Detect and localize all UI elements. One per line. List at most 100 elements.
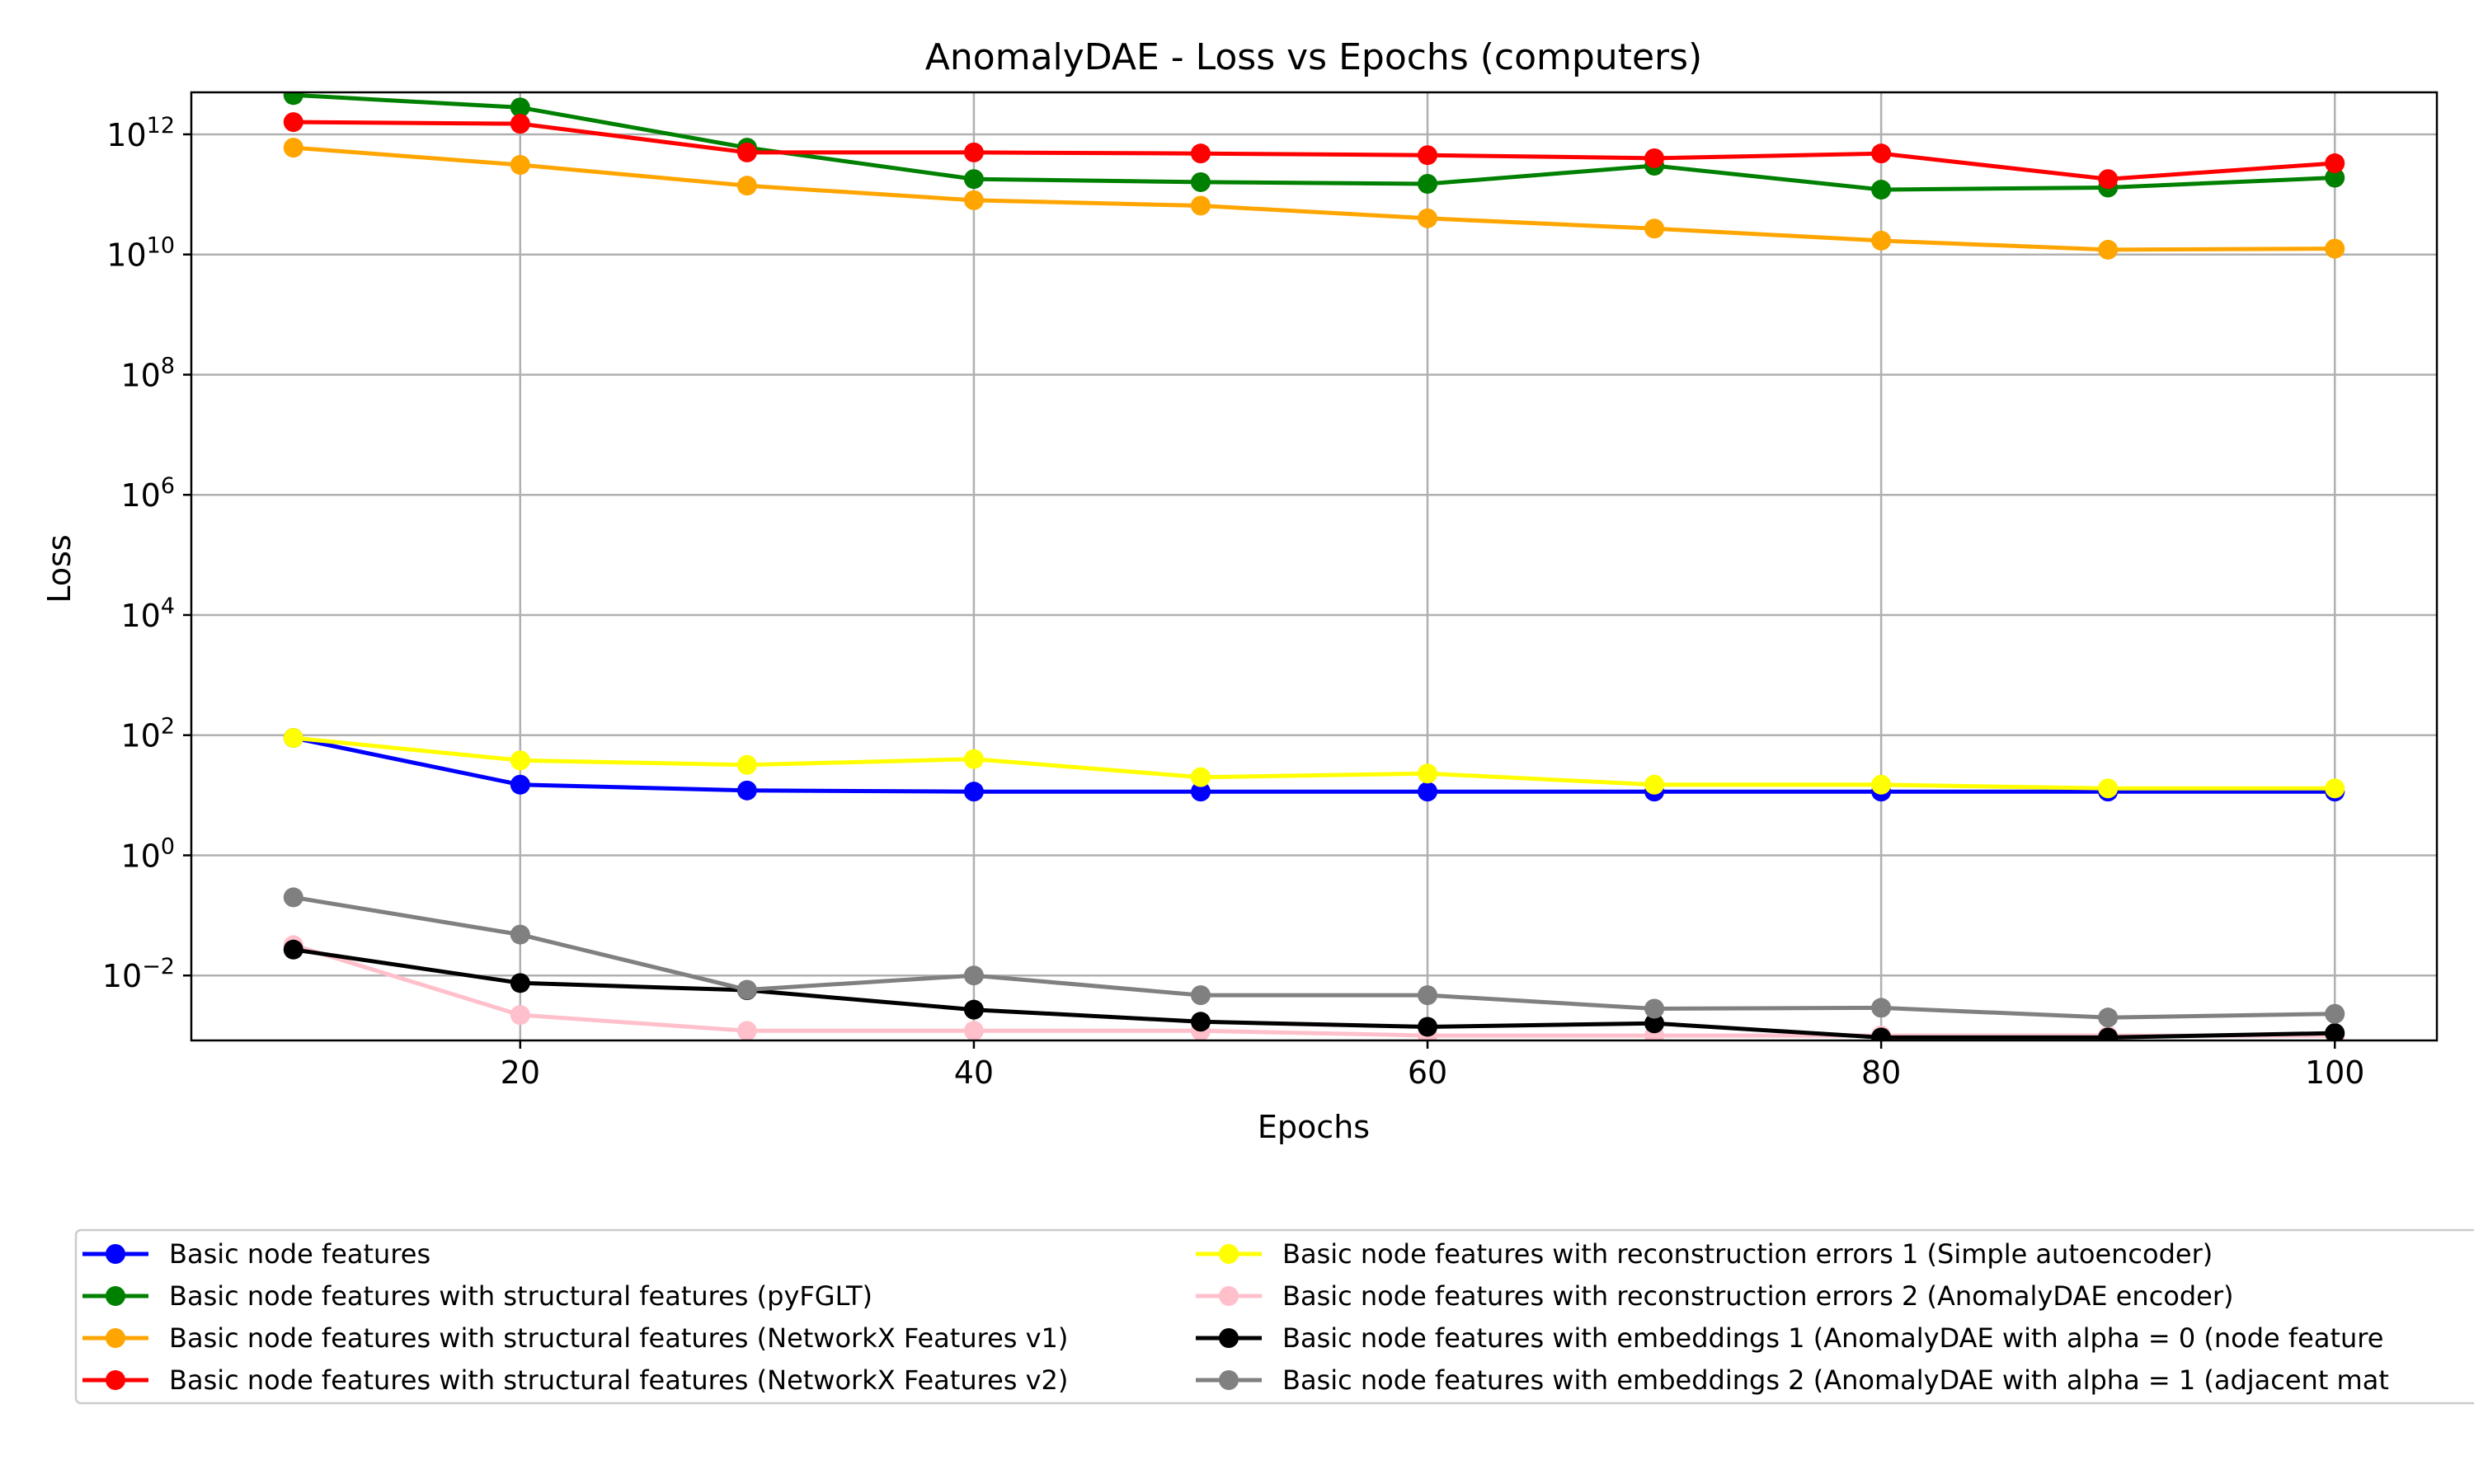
legend-label: Basic node features with structural feat… xyxy=(169,1364,1068,1396)
data-point xyxy=(2098,239,2119,260)
legend-marker xyxy=(1219,1370,1239,1390)
series-line xyxy=(293,895,2335,1020)
data-point xyxy=(963,749,984,769)
legend-item: Basic node features with embeddings 2 (A… xyxy=(1196,1364,2389,1396)
data-point xyxy=(510,114,530,134)
legend-item: Basic node features with structural feat… xyxy=(82,1364,1068,1396)
data-point xyxy=(1644,218,1665,239)
data-point xyxy=(1190,195,1211,216)
data-point xyxy=(510,973,530,993)
data-point xyxy=(2098,169,2119,190)
y-axis-label: Loss xyxy=(41,534,78,603)
legend-label: Basic node features with reconstruction … xyxy=(1282,1280,2234,1312)
y-tick-label: 10−2 xyxy=(102,954,175,994)
data-point xyxy=(2098,1007,2119,1028)
legend-box xyxy=(74,1228,2474,1405)
legend-item: Basic node features with reconstruction … xyxy=(1196,1238,2213,1270)
axes-layer: 20 40 60 80 100 10−2 100 102 104 106 108 1010 1012 xyxy=(102,113,2365,1091)
data-point xyxy=(2325,778,2345,799)
data-point xyxy=(510,774,530,795)
data-point xyxy=(1418,1017,1438,1037)
legend-label: Basic node features xyxy=(169,1238,430,1270)
y-tick-label: 100 xyxy=(120,834,175,874)
data-point xyxy=(510,1005,530,1026)
data-point xyxy=(1190,985,1211,1006)
data-point xyxy=(1644,774,1665,795)
data-point xyxy=(283,887,303,908)
series-4 xyxy=(283,112,2345,190)
data-point xyxy=(1871,1027,1892,1040)
data-point xyxy=(2098,1027,2119,1040)
data-point xyxy=(283,112,303,133)
data-point xyxy=(736,176,757,196)
data-point xyxy=(963,142,984,162)
data-point xyxy=(510,97,530,118)
y-tick-label: 106 xyxy=(120,473,175,514)
legend-item: Basic node features with embeddings 1 (A… xyxy=(1196,1322,2383,1354)
data-point xyxy=(510,155,530,176)
data-point xyxy=(2325,153,2345,174)
data-point xyxy=(1871,180,1892,200)
data-point xyxy=(1871,998,1892,1018)
legend-item: Basic node features with structural feat… xyxy=(82,1280,872,1312)
chart-title: AnomalyDAE - Loss vs Epochs (computers) xyxy=(925,36,1702,78)
series-7 xyxy=(283,939,2345,1040)
legend-label: Basic node features with structural feat… xyxy=(169,1280,872,1312)
legend-marker xyxy=(106,1328,125,1348)
grid-layer xyxy=(191,92,2437,1040)
series-line xyxy=(293,735,2335,794)
x-tick-label: 20 xyxy=(501,1054,540,1091)
y-tick-label: 108 xyxy=(120,353,175,393)
legend-item: Basic node features xyxy=(82,1238,430,1270)
legend-marker xyxy=(106,1286,125,1306)
series-2 xyxy=(283,92,2345,200)
data-point xyxy=(963,169,984,190)
legend-item: Basic node features with reconstruction … xyxy=(1196,1280,2234,1312)
data-point xyxy=(2325,167,2345,188)
data-point xyxy=(1871,774,1892,795)
x-tick-label: 40 xyxy=(954,1054,994,1091)
data-point xyxy=(1644,148,1665,168)
plot-area-frame xyxy=(190,91,2439,1042)
data-point xyxy=(1418,145,1438,166)
series-line xyxy=(293,92,2335,192)
x-tick-label: 100 xyxy=(2305,1054,2365,1091)
legend-marker xyxy=(106,1370,125,1390)
data-point xyxy=(2098,778,2119,799)
data-point xyxy=(1418,173,1438,194)
legend-label: Basic node features with structural feat… xyxy=(169,1322,1068,1354)
x-axis-label: Epochs xyxy=(1258,1109,1370,1145)
x-tick-label: 60 xyxy=(1408,1054,1447,1091)
data-point xyxy=(2325,238,2345,259)
data-point xyxy=(1418,763,1438,784)
data-point xyxy=(1190,782,1211,802)
data-point xyxy=(1871,230,1892,251)
series-line xyxy=(293,120,2335,181)
data-point xyxy=(1190,767,1211,787)
series-8 xyxy=(283,887,2345,1028)
data-point xyxy=(736,754,757,775)
series-1 xyxy=(283,728,2345,802)
y-tick-label: 102 xyxy=(120,714,175,754)
data-point xyxy=(1418,985,1438,1006)
data-point xyxy=(283,138,303,158)
legend: Basic node features Basic node features w… xyxy=(74,1228,2474,1405)
legend-marker xyxy=(1219,1328,1239,1348)
data-point xyxy=(510,924,530,945)
legend-marker xyxy=(106,1244,125,1264)
series-line xyxy=(293,947,2335,1040)
data-point xyxy=(1418,782,1438,802)
x-tick-label: 80 xyxy=(1861,1054,1901,1091)
legend-label: Basic node features with reconstruction … xyxy=(1282,1238,2213,1270)
data-point xyxy=(1418,208,1438,228)
data-point xyxy=(963,190,984,210)
data-point xyxy=(963,999,984,1020)
legend-label: Basic node features with embeddings 2 (A… xyxy=(1282,1364,2389,1396)
data-point xyxy=(963,965,984,986)
data-point xyxy=(2325,1023,2345,1040)
legend-marker xyxy=(1219,1286,1239,1306)
data-point xyxy=(736,780,757,801)
y-tick-label: 1012 xyxy=(106,113,175,153)
legend-marker xyxy=(1219,1244,1239,1264)
